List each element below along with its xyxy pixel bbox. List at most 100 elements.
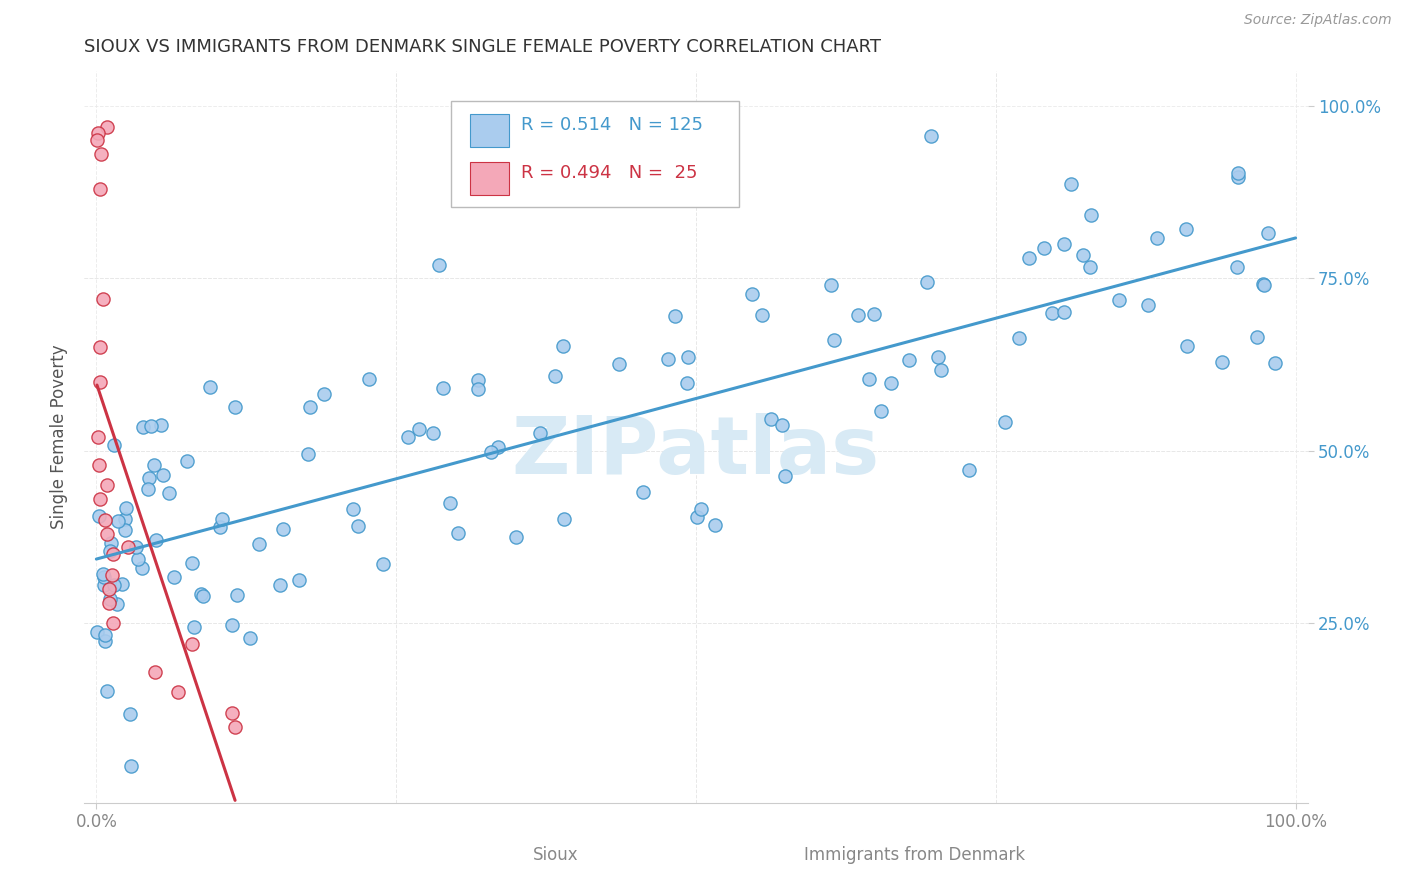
Point bbox=[759, 412, 782, 426]
Text: Source: ZipAtlas.com: Source: ZipAtlas.com bbox=[1244, 13, 1392, 28]
FancyBboxPatch shape bbox=[470, 114, 509, 147]
FancyBboxPatch shape bbox=[451, 101, 738, 207]
Point bbox=[132, 420, 155, 434]
Point bbox=[145, 533, 167, 547]
Point bbox=[1040, 306, 1063, 320]
Point bbox=[221, 706, 243, 720]
Point bbox=[224, 720, 246, 734]
Point bbox=[94, 627, 117, 641]
Point bbox=[820, 278, 842, 293]
Point bbox=[1137, 298, 1160, 312]
Point bbox=[94, 513, 117, 527]
Point bbox=[101, 568, 124, 582]
Point bbox=[1071, 248, 1094, 262]
Point bbox=[107, 514, 129, 528]
FancyBboxPatch shape bbox=[470, 162, 509, 195]
Point bbox=[103, 578, 125, 592]
Point bbox=[89, 182, 111, 196]
Point bbox=[773, 468, 796, 483]
Point bbox=[89, 375, 111, 389]
Point bbox=[96, 478, 118, 492]
Point bbox=[198, 380, 221, 394]
Point bbox=[897, 352, 920, 367]
Point bbox=[422, 426, 444, 441]
Point bbox=[676, 376, 699, 391]
Point bbox=[211, 512, 233, 526]
Point bbox=[247, 537, 270, 551]
Point bbox=[447, 526, 470, 541]
Point bbox=[1059, 177, 1081, 191]
Point bbox=[89, 458, 111, 472]
Point bbox=[98, 596, 121, 610]
Point bbox=[120, 706, 142, 721]
Point bbox=[226, 588, 249, 602]
Text: SIOUX VS IMMIGRANTS FROM DENMARK SINGLE FEMALE POVERTY CORRELATION CHART: SIOUX VS IMMIGRANTS FROM DENMARK SINGLE … bbox=[84, 38, 882, 56]
Point bbox=[607, 357, 630, 371]
Point bbox=[432, 381, 454, 395]
Point bbox=[224, 400, 246, 414]
Point bbox=[191, 590, 214, 604]
Point bbox=[297, 447, 319, 461]
Point bbox=[551, 339, 574, 353]
Point bbox=[121, 759, 143, 773]
Point bbox=[631, 485, 654, 500]
Point bbox=[181, 637, 204, 651]
Point bbox=[1008, 331, 1031, 345]
Point bbox=[1108, 293, 1130, 307]
Point bbox=[162, 570, 184, 584]
Point bbox=[183, 620, 205, 634]
Point bbox=[157, 486, 180, 500]
Point bbox=[664, 310, 686, 324]
Point bbox=[152, 468, 174, 483]
Point bbox=[190, 587, 212, 601]
Point bbox=[98, 544, 121, 558]
Point bbox=[105, 597, 128, 611]
Point bbox=[239, 632, 262, 646]
Point bbox=[271, 522, 294, 536]
Point bbox=[1211, 355, 1233, 369]
Point bbox=[427, 258, 450, 272]
Point bbox=[101, 616, 124, 631]
Point bbox=[927, 350, 949, 364]
Point bbox=[93, 569, 115, 583]
Point bbox=[915, 275, 938, 289]
Point bbox=[127, 551, 149, 566]
Point bbox=[98, 582, 121, 596]
Point bbox=[1053, 305, 1076, 319]
Y-axis label: Single Female Poverty: Single Female Poverty bbox=[49, 345, 67, 529]
Point bbox=[110, 577, 132, 591]
Point bbox=[91, 292, 114, 306]
Point bbox=[676, 351, 699, 365]
Point bbox=[103, 438, 125, 452]
Point bbox=[221, 617, 243, 632]
Point bbox=[139, 418, 162, 433]
Point bbox=[103, 548, 125, 562]
Point bbox=[299, 400, 322, 414]
Point bbox=[314, 387, 336, 401]
Point bbox=[685, 510, 707, 524]
Point bbox=[208, 519, 231, 533]
Point bbox=[89, 340, 111, 354]
Point bbox=[342, 501, 364, 516]
Point bbox=[396, 430, 419, 444]
Text: Sioux: Sioux bbox=[533, 846, 579, 863]
Point bbox=[770, 417, 793, 432]
Point bbox=[1146, 231, 1168, 245]
Point bbox=[138, 471, 160, 485]
Point bbox=[1227, 170, 1250, 185]
Point bbox=[479, 444, 502, 458]
Point bbox=[90, 147, 112, 161]
Point bbox=[89, 509, 111, 524]
Point bbox=[1175, 339, 1198, 353]
Point bbox=[93, 578, 115, 592]
Text: R = 0.514   N = 125: R = 0.514 N = 125 bbox=[522, 116, 703, 134]
Point bbox=[288, 573, 311, 587]
Point bbox=[1257, 226, 1279, 240]
Point bbox=[149, 417, 172, 432]
Point bbox=[1263, 356, 1285, 370]
Text: R = 0.494   N =  25: R = 0.494 N = 25 bbox=[522, 164, 697, 182]
Point bbox=[114, 512, 136, 526]
Point bbox=[486, 441, 509, 455]
Point bbox=[142, 458, 165, 472]
FancyBboxPatch shape bbox=[475, 843, 522, 866]
